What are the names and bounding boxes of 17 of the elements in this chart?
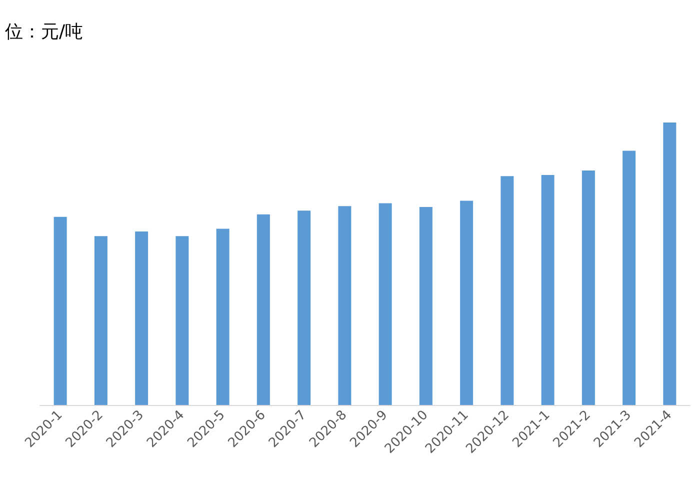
bar (54, 216, 67, 405)
bar (419, 206, 432, 405)
bar (135, 232, 148, 405)
bar (94, 236, 108, 405)
bar (216, 228, 230, 405)
bar (460, 200, 474, 405)
bar (378, 203, 392, 405)
bar (663, 122, 676, 405)
bar (622, 150, 636, 405)
bar (541, 175, 554, 405)
bar (298, 210, 311, 405)
bar (176, 236, 189, 405)
chart-title: 位：元/吨 (5, 22, 84, 42)
bar (338, 206, 352, 405)
bar (582, 170, 595, 405)
bar (500, 176, 514, 405)
bar (256, 214, 270, 405)
